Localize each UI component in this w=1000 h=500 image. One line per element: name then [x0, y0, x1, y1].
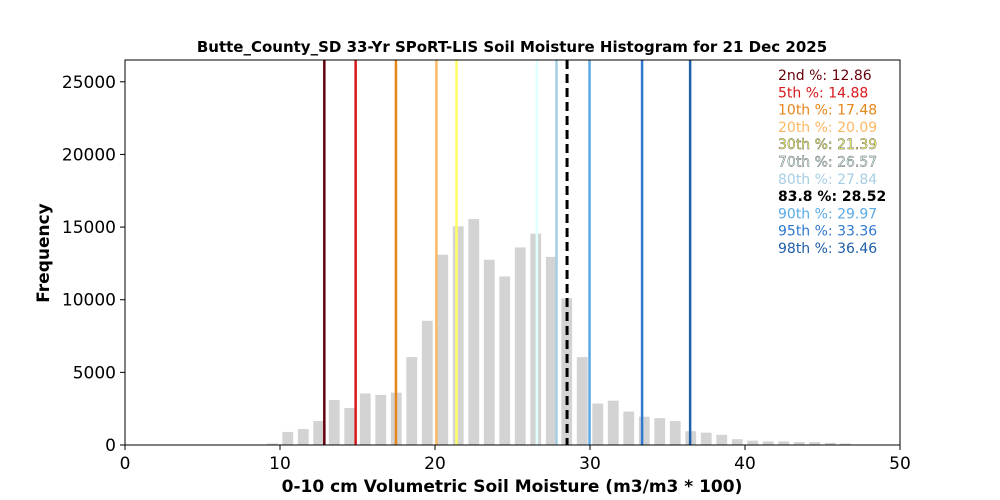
percentile-annotation: 5th %: 14.88 [778, 85, 868, 101]
y-tick-label: 10000 [62, 291, 116, 311]
histogram-bar [840, 443, 852, 445]
y-tick-label: 15000 [62, 218, 116, 238]
x-axis-label: 0-10 cm Volumetric Soil Moisture (m3/m3 … [282, 477, 743, 497]
histogram-bar [437, 254, 449, 445]
percentile-annotation: 95th %: 33.36 [778, 224, 877, 240]
histogram-bar [452, 226, 464, 445]
chart-title: Butte_County_SD 33-Yr SPoRT-LIS Soil Moi… [197, 38, 827, 56]
histogram-bar [468, 219, 480, 445]
x-tick-label: 50 [889, 454, 911, 474]
histogram-bar [282, 431, 294, 445]
x-tick-label: 40 [734, 454, 756, 474]
histogram-bar [747, 440, 759, 445]
histogram-bar [669, 421, 681, 445]
histogram-bar [824, 442, 836, 445]
percentile-annotation: 98th %: 36.46 [778, 241, 877, 257]
histogram-bar [514, 247, 526, 445]
x-tick-label: 30 [579, 454, 601, 474]
percentile-annotation: 20th %: 20.09 [778, 120, 877, 136]
histogram-bar [592, 403, 604, 445]
y-tick-label: 20000 [62, 145, 116, 165]
histogram-bar [359, 393, 371, 445]
y-axis-label: Frequency [34, 203, 54, 303]
histogram-bar [809, 442, 821, 445]
histogram-bar [421, 320, 433, 445]
histogram-bar [716, 434, 728, 445]
histogram-bar [344, 407, 356, 445]
percentile-annotation: 80th %: 27.84 [778, 172, 877, 188]
x-tick-label: 10 [269, 454, 291, 474]
y-tick-label: 5000 [73, 363, 116, 383]
histogram-bar [375, 394, 387, 445]
histogram-bar [623, 411, 635, 445]
percentile-annotation: 30th %: 21.39 [778, 137, 877, 153]
histogram-bar [297, 429, 309, 445]
x-tick-label: 0 [120, 454, 131, 474]
histogram-bar [762, 441, 774, 445]
x-axis: 0 10 20 30 40 50 [120, 445, 911, 474]
histogram-bar [406, 357, 418, 445]
histogram-bar [731, 439, 743, 445]
histogram-bar [545, 256, 557, 445]
histogram-bar [328, 399, 340, 445]
x-tick-label: 20 [424, 454, 446, 474]
histogram-bar [313, 421, 325, 445]
histogram-bar [638, 416, 650, 445]
percentile-annotation: 70th %: 26.57 [778, 155, 877, 171]
histogram-bar [654, 418, 666, 445]
histogram-bar [793, 442, 805, 445]
percentile-annotation: 90th %: 29.97 [778, 206, 877, 222]
histogram-bar [700, 432, 712, 445]
histogram-bar [607, 400, 619, 445]
histogram-bar [576, 357, 588, 445]
y-tick-label: 0 [105, 436, 116, 456]
histogram-bar [499, 276, 511, 445]
percentile-annotation: 2nd %: 12.86 [778, 68, 872, 84]
y-axis: 0 5000 10000 15000 20000 25000 [62, 73, 125, 456]
histogram-bar [778, 441, 790, 445]
histogram-bar [266, 443, 278, 445]
percentile-annotation: 83.8 %: 28.52 [778, 189, 886, 205]
plot-frame [124, 59, 901, 446]
percentile-lines [323, 60, 692, 445]
histogram-bar [483, 259, 495, 445]
y-tick-label: 25000 [62, 73, 116, 93]
percentile-annotation: 10th %: 17.48 [778, 103, 877, 119]
